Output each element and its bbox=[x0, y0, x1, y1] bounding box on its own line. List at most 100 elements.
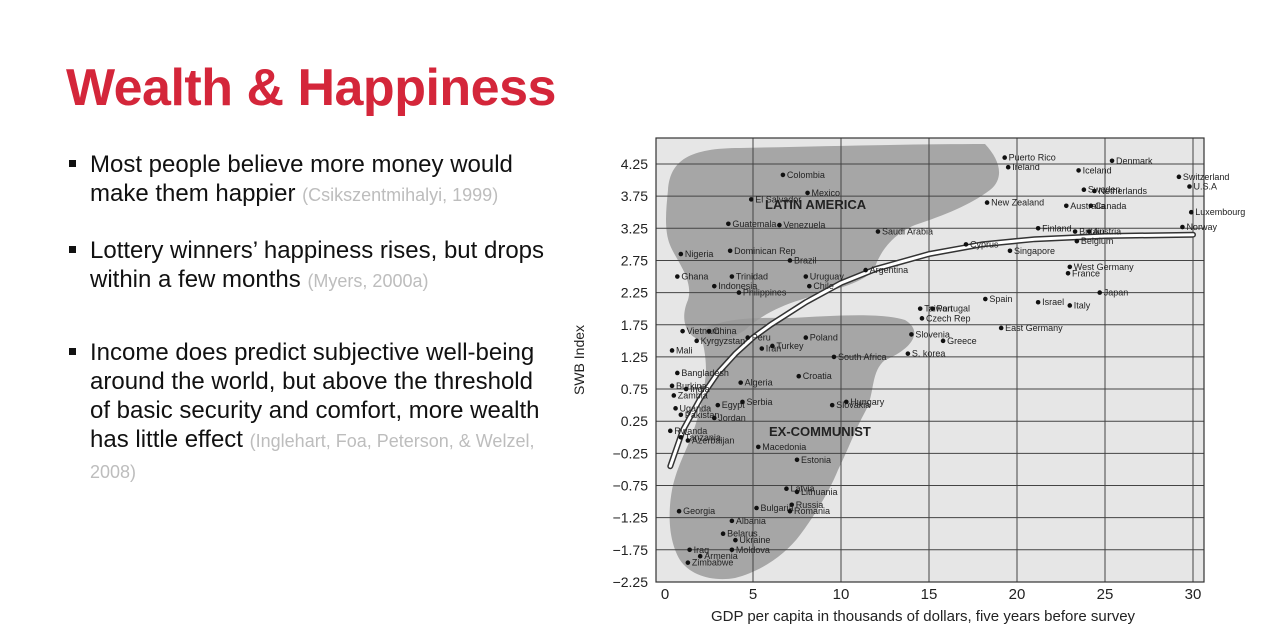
data-point-label: Norway bbox=[1186, 222, 1217, 232]
data-point bbox=[863, 267, 868, 273]
data-point-label: Bangladesh bbox=[681, 368, 729, 378]
data-point bbox=[673, 406, 678, 411]
data-point bbox=[796, 373, 802, 379]
data-point-label: Armenia bbox=[704, 551, 738, 561]
data-point bbox=[829, 402, 835, 408]
data-point bbox=[803, 335, 809, 340]
data-point-label: Moldova bbox=[736, 545, 770, 555]
data-point bbox=[919, 316, 925, 321]
data-point-label: Iraq bbox=[694, 545, 710, 555]
data-point bbox=[998, 325, 1004, 331]
data-point-label: Slovakia bbox=[836, 400, 870, 410]
data-point-label: Slovenia bbox=[915, 329, 950, 339]
data-point bbox=[738, 380, 743, 385]
data-point-label: Iceland bbox=[1083, 165, 1112, 175]
y-tick-label: 1.75 bbox=[621, 317, 648, 333]
y-tick-label: 1.25 bbox=[621, 349, 648, 365]
data-point bbox=[729, 518, 735, 524]
data-point-label: Italy bbox=[1074, 300, 1091, 310]
data-point bbox=[807, 283, 812, 289]
data-point bbox=[1072, 229, 1078, 234]
data-point-label: Argentina bbox=[870, 265, 909, 275]
data-point bbox=[1088, 203, 1094, 209]
data-point-label: Chile bbox=[813, 281, 834, 291]
x-tick-label: 25 bbox=[1097, 586, 1114, 603]
data-point bbox=[1097, 290, 1103, 295]
bullet-list: Most people believe more money would mak… bbox=[66, 150, 556, 487]
data-point bbox=[669, 383, 675, 389]
data-point-label: Pakistan bbox=[685, 410, 720, 420]
data-point-label: Croatia bbox=[803, 371, 832, 381]
data-point-label: Taiwan bbox=[924, 304, 952, 314]
y-tick-label: −1.75 bbox=[613, 542, 649, 558]
bullet-text: Income does predict subjective well-bein… bbox=[90, 339, 540, 453]
data-point bbox=[905, 351, 911, 356]
data-point bbox=[1035, 299, 1041, 305]
data-point-label: Australia bbox=[1070, 201, 1105, 211]
slide-title: Wealth & Happiness bbox=[66, 59, 556, 117]
data-point-label: Macedonia bbox=[762, 442, 806, 452]
data-point bbox=[733, 537, 738, 543]
bullet-text: Lottery winners’ happiness rises, but dr… bbox=[90, 237, 545, 293]
data-point-label: Czech Rep bbox=[926, 313, 971, 323]
data-point-label: New Zealand bbox=[991, 198, 1044, 208]
data-point bbox=[777, 222, 782, 228]
data-point bbox=[983, 296, 988, 302]
data-point bbox=[1007, 248, 1013, 254]
data-point-label: Belarus bbox=[727, 529, 758, 539]
y-tick-label: 4.25 bbox=[621, 156, 648, 172]
data-point-label: Poland bbox=[810, 333, 838, 343]
data-point bbox=[1086, 229, 1092, 234]
data-point bbox=[787, 508, 793, 514]
data-point-label: Cyprus bbox=[970, 239, 999, 249]
data-point-label: Russia bbox=[796, 500, 824, 510]
data-point bbox=[1180, 224, 1185, 230]
plot-frame bbox=[655, 137, 1205, 583]
data-point-label: Sweden bbox=[1088, 185, 1121, 195]
data-point-label: Dominican Rep bbox=[734, 246, 796, 256]
data-point-label: Colombia bbox=[787, 170, 825, 180]
data-point-label: Uruguay bbox=[810, 272, 845, 282]
data-point-label: Greece bbox=[947, 336, 977, 346]
data-point-label: Burkina bbox=[676, 381, 707, 391]
data-point bbox=[685, 438, 691, 443]
data-point bbox=[909, 332, 914, 337]
data-point-label: S. korea bbox=[912, 349, 946, 359]
data-point bbox=[1005, 164, 1011, 170]
bullet-citation: (Csikszentmihalyi, 1999) bbox=[302, 185, 499, 205]
data-point-label: Mali bbox=[676, 345, 693, 355]
data-point bbox=[875, 229, 881, 234]
data-point-label: Uganda bbox=[680, 403, 712, 413]
data-point bbox=[678, 412, 684, 418]
data-point bbox=[754, 505, 759, 511]
bullet-item: Lottery winners’ happiness rises, but dr… bbox=[66, 236, 556, 296]
trend-curve bbox=[668, 233, 1195, 468]
data-point bbox=[984, 200, 990, 205]
y-axis-label: SWB Index bbox=[571, 325, 587, 395]
data-point-label: Estonia bbox=[801, 455, 831, 465]
data-point-label: Denmark bbox=[1116, 156, 1153, 166]
data-point-label: Netherlands bbox=[1098, 186, 1147, 196]
data-point bbox=[683, 386, 689, 392]
y-tick-label: 2.25 bbox=[621, 285, 648, 301]
data-point bbox=[1188, 209, 1194, 215]
data-point-label: East Germany bbox=[1005, 323, 1063, 333]
data-point bbox=[1035, 226, 1041, 231]
y-tick-label: 0.75 bbox=[621, 381, 648, 397]
data-point bbox=[940, 338, 946, 344]
data-point bbox=[780, 172, 786, 178]
data-point bbox=[675, 274, 680, 279]
data-point bbox=[667, 428, 673, 434]
data-point-label: Iran bbox=[766, 344, 782, 354]
y-tick-label: −2.25 bbox=[613, 574, 649, 590]
x-tick-label: 15 bbox=[921, 586, 938, 603]
y-tick-label: 2.75 bbox=[621, 252, 648, 268]
data-point bbox=[726, 221, 731, 227]
data-point-label: Nigeria bbox=[685, 249, 714, 259]
data-point-label: Zambia bbox=[678, 390, 708, 400]
data-point bbox=[687, 547, 692, 553]
data-point-label: Jordan bbox=[718, 413, 746, 423]
data-point-label: Serbia bbox=[746, 397, 772, 407]
data-point-label: France bbox=[1072, 268, 1100, 278]
